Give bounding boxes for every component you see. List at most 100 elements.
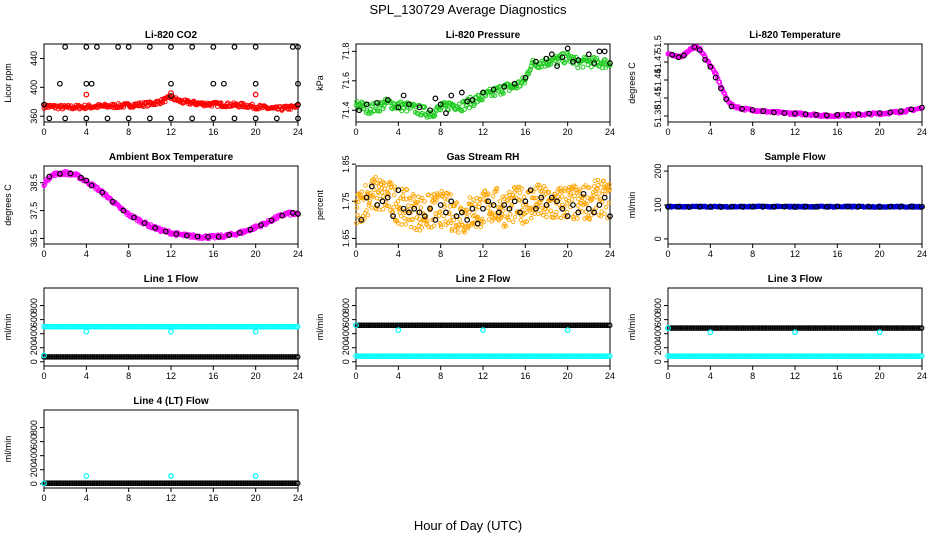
- data-point: [127, 354, 134, 360]
- data-point: [598, 214, 604, 219]
- data-point: [512, 214, 518, 220]
- data-point: [821, 325, 828, 331]
- data-point: [890, 325, 896, 331]
- data-point: [102, 323, 108, 330]
- data-point: [737, 325, 743, 331]
- data-point: [545, 203, 550, 209]
- data-point: [235, 480, 242, 487]
- data-point: [366, 203, 372, 208]
- data-point: [172, 354, 179, 360]
- x-tick-label: 4: [708, 127, 713, 137]
- chart-title: Li-820 CO2: [145, 30, 198, 41]
- data-point: [762, 325, 768, 331]
- data-point: [794, 325, 801, 331]
- data-point: [383, 322, 390, 329]
- data-point: [380, 106, 386, 112]
- data-point: [123, 480, 130, 487]
- data-point: [453, 322, 460, 329]
- data-point: [803, 325, 810, 331]
- data-point: [505, 198, 511, 203]
- data-point: [122, 323, 128, 330]
- data-point: [540, 322, 546, 329]
- data-point: [809, 353, 815, 359]
- data-point: [446, 191, 451, 197]
- data-point: [374, 202, 381, 208]
- data-point: [380, 207, 386, 212]
- data-point: [902, 325, 909, 331]
- data-point: [141, 354, 148, 360]
- data-point: [172, 480, 179, 487]
- data-point: [585, 322, 591, 329]
- data-point: [425, 322, 431, 329]
- data-point: [767, 353, 774, 359]
- data-point: [417, 353, 424, 359]
- data-point: [73, 480, 80, 487]
- data-point: [255, 323, 261, 330]
- data-point: [93, 354, 99, 360]
- data-point: [294, 480, 301, 487]
- data-point: [249, 480, 256, 487]
- data-point: [739, 105, 745, 112]
- data-point: [399, 353, 406, 359]
- data-point: [444, 353, 451, 359]
- data-point: [46, 354, 53, 360]
- data-point: [269, 354, 276, 360]
- data-point: [160, 100, 166, 106]
- x-tick-label: 20: [563, 371, 573, 381]
- data-point: [66, 323, 72, 330]
- data-point: [800, 353, 806, 359]
- data-point: [365, 322, 372, 329]
- data-point: [590, 353, 597, 359]
- data-point: [468, 353, 474, 359]
- data-point: [908, 106, 915, 113]
- data-point: [554, 198, 560, 205]
- data-point: [442, 196, 448, 201]
- data-point: [125, 43, 132, 50]
- data-point: [599, 353, 606, 359]
- data-point: [181, 354, 188, 360]
- data-point: [141, 323, 148, 330]
- data-point: [177, 354, 184, 360]
- data-point: [370, 193, 376, 198]
- data-point: [597, 191, 602, 196]
- data-point: [115, 43, 121, 50]
- data-point: [248, 323, 254, 330]
- data-point: [596, 322, 602, 329]
- data-point: [60, 354, 67, 360]
- data-point: [356, 353, 363, 359]
- data-point: [670, 353, 677, 359]
- data-point: [453, 213, 460, 220]
- data-point: [544, 214, 549, 220]
- data-point: [369, 322, 375, 329]
- data-point: [501, 202, 508, 208]
- x-tick-label: 8: [126, 493, 131, 503]
- data-point: [438, 222, 444, 227]
- data-point: [816, 353, 822, 359]
- data-point: [603, 353, 609, 359]
- data-point: [805, 325, 812, 331]
- y-axis-label: ml/min: [315, 314, 325, 341]
- data-point: [111, 323, 117, 330]
- data-point: [179, 323, 186, 330]
- data-point: [138, 323, 144, 330]
- data-point: [276, 480, 283, 487]
- data-point: [208, 354, 215, 360]
- data-point: [563, 322, 570, 329]
- data-point: [747, 353, 754, 359]
- data-point: [400, 205, 407, 212]
- data-point: [173, 231, 180, 237]
- data-point: [170, 323, 177, 330]
- data-point: [167, 480, 173, 487]
- data-point: [538, 353, 545, 359]
- data-point: [841, 353, 848, 359]
- data-point: [215, 323, 222, 330]
- data-point: [419, 195, 425, 201]
- data-point: [353, 322, 359, 329]
- data-point: [266, 354, 272, 360]
- data-point: [513, 353, 519, 359]
- data-point: [368, 191, 373, 196]
- data-point: [248, 480, 254, 487]
- data-point: [84, 480, 90, 487]
- data-point: [471, 353, 478, 359]
- data-point: [386, 203, 392, 209]
